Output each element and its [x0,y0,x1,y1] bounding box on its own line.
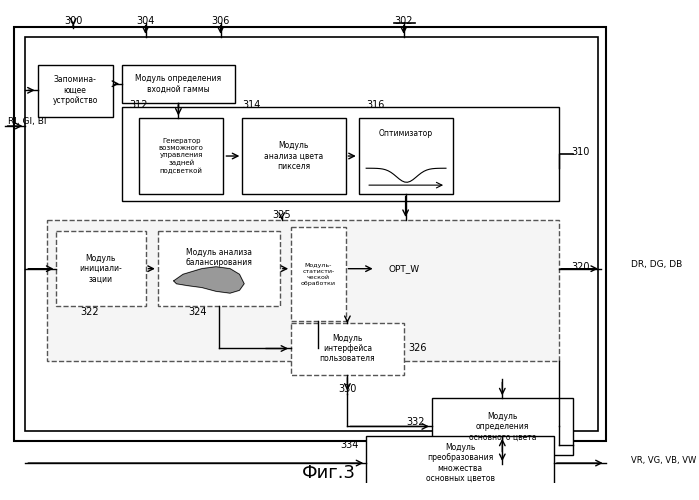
Text: Генератор
возможного
управления
задней
подсветкой: Генератор возможного управления задней п… [159,138,203,173]
Text: 316: 316 [366,100,384,110]
Text: Фиг.3: Фиг.3 [301,464,356,482]
Text: 334: 334 [340,440,359,450]
Text: Модуль
инициали-
зации: Модуль инициали- зации [79,254,122,284]
Text: 302: 302 [394,16,413,26]
Text: 330: 330 [338,384,356,394]
Text: DR, DG, DB: DR, DG, DB [631,260,682,270]
Bar [14,28,605,440]
Bar [291,323,404,375]
Text: Запомина-
ющее
устройство: Запомина- ющее устройство [52,76,98,105]
Bar [38,65,113,116]
Text: Модуль
анализа цвета
пикселя: Модуль анализа цвета пикселя [264,141,324,171]
Text: 312: 312 [129,100,148,110]
Text: Модуль
преобразования
множества
основных цветов: Модуль преобразования множества основных… [426,443,495,483]
Bar [25,37,598,431]
Bar [122,65,235,102]
Text: Модуль
интерфейса
пользователя: Модуль интерфейса пользователя [319,334,375,364]
Bar [432,398,572,454]
Text: 324: 324 [188,307,206,317]
Text: 332: 332 [406,416,424,426]
Text: 326: 326 [408,344,427,353]
Bar [291,228,345,322]
Polygon shape [173,267,244,293]
Bar [139,118,224,194]
Text: 314: 314 [243,100,261,110]
Text: 322: 322 [80,307,99,317]
Bar [122,107,559,201]
Text: 300: 300 [64,16,82,26]
Text: Модуль анализа
балансирования: Модуль анализа балансирования [185,248,252,267]
Text: 310: 310 [571,148,589,158]
Bar [158,231,280,306]
Text: Модуль
определения
основного цвета: Модуль определения основного цвета [468,412,536,442]
Text: Оптимизатор: Оптимизатор [379,129,433,138]
Text: 306: 306 [212,16,230,26]
Bar [57,231,145,306]
Text: Модуль определения
входной гаммы: Модуль определения входной гаммы [136,74,222,94]
Bar [243,118,345,194]
Text: RI, GI, BI: RI, GI, BI [8,117,46,126]
Text: 325: 325 [273,210,291,220]
Text: Модуль-
статисти-
ческой
обработки: Модуль- статисти- ческой обработки [301,263,336,285]
Text: OPT_W: OPT_W [388,264,419,273]
Text: 304: 304 [136,16,154,26]
Text: 320: 320 [571,262,589,272]
Text: VR, VG, VB, VW: VR, VG, VB, VW [631,456,696,464]
Bar [359,118,452,194]
Bar [366,436,554,492]
Bar [47,220,559,360]
